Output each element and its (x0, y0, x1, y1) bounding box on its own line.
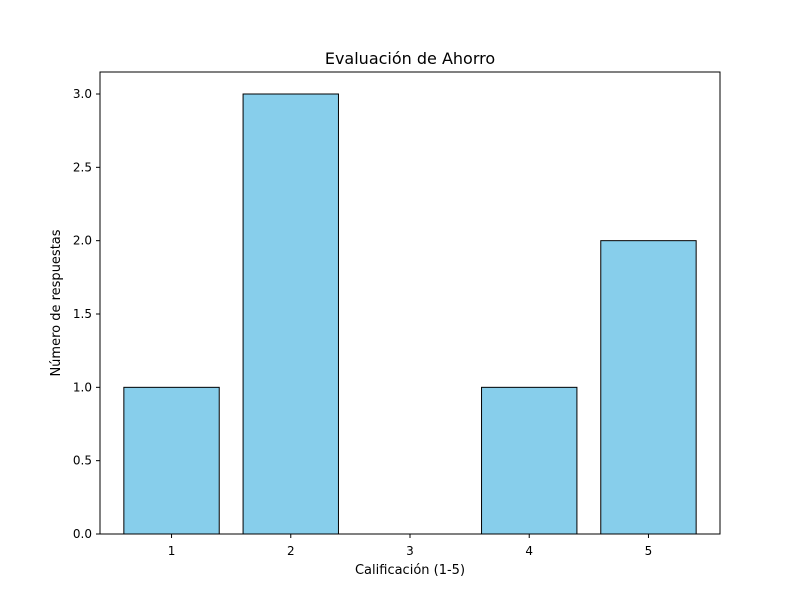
y-axis-label: Número de respuestas (49, 229, 64, 376)
plot-frame (99, 71, 721, 535)
y-tick-label: 2.5 (73, 160, 92, 174)
x-tick-label: 3 (406, 544, 414, 558)
y-axis: 0.0 0.5 1.0 1.5 2.0 2.5 3.0 (73, 87, 100, 541)
x-tick-label: 2 (287, 544, 295, 558)
bar-2 (242, 93, 339, 535)
bar-4 (481, 386, 578, 535)
y-tick-label: 0.5 (73, 454, 92, 468)
y-tick-label: 0.0 (73, 527, 92, 541)
x-tick-label: 1 (168, 544, 176, 558)
y-tick-label: 1.5 (73, 307, 92, 321)
bar-1 (123, 386, 220, 535)
bar-5 (600, 240, 697, 535)
chart-title: Evaluación de Ahorro (325, 49, 495, 68)
y-tick-label: 3.0 (73, 87, 92, 101)
y-tick-label: 1.0 (73, 380, 92, 394)
x-axis-label: Calificación (1-5) (355, 563, 465, 578)
bars-group (123, 93, 697, 535)
x-tick-label: 5 (645, 544, 653, 558)
x-axis: 1 2 3 4 5 (168, 534, 653, 558)
y-tick-label: 2.0 (73, 234, 92, 248)
x-tick-label: 4 (525, 544, 533, 558)
